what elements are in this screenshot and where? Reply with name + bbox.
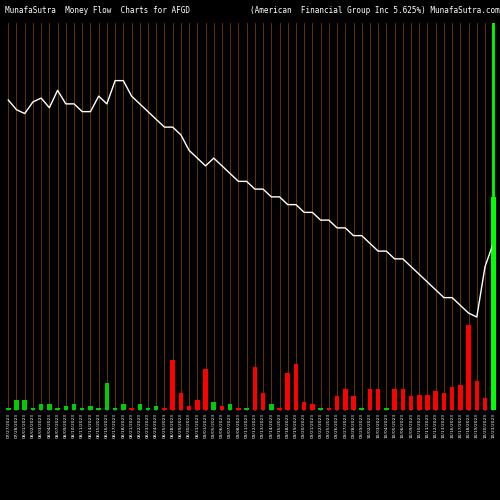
Bar — [138, 404, 142, 410]
Bar — [195, 400, 200, 410]
Bar — [64, 406, 68, 410]
Bar — [360, 408, 364, 410]
Bar — [294, 364, 298, 410]
Bar — [384, 408, 388, 410]
Bar — [236, 408, 240, 410]
Bar — [450, 387, 454, 410]
Bar — [335, 396, 340, 410]
Bar — [130, 408, 134, 410]
Bar — [154, 406, 158, 410]
Bar — [80, 408, 84, 410]
Bar — [72, 404, 76, 410]
Bar — [474, 381, 479, 410]
Bar — [409, 396, 414, 410]
Bar — [286, 373, 290, 410]
Text: (American  Financial Group Inc 5.625%) MunafaSutra.com: (American Financial Group Inc 5.625%) Mu… — [250, 6, 500, 15]
Bar — [269, 404, 274, 410]
Bar — [96, 408, 101, 410]
Bar — [483, 398, 488, 410]
Bar — [104, 383, 109, 410]
Bar — [376, 388, 380, 410]
Bar — [302, 402, 306, 410]
Bar — [178, 392, 183, 410]
Bar — [434, 390, 438, 410]
Bar — [212, 402, 216, 410]
Bar — [88, 406, 92, 410]
Bar — [228, 404, 232, 410]
Bar — [244, 408, 249, 410]
Bar — [466, 325, 471, 410]
Bar — [146, 408, 150, 410]
Bar — [113, 408, 117, 410]
Bar — [14, 400, 18, 410]
Bar — [6, 408, 10, 410]
Bar — [458, 385, 462, 410]
Bar — [351, 396, 356, 410]
Bar — [261, 392, 266, 410]
Bar — [121, 404, 126, 410]
Bar — [56, 408, 60, 410]
Bar — [392, 388, 397, 410]
Bar — [252, 368, 257, 410]
Bar — [47, 404, 52, 410]
Bar — [30, 408, 35, 410]
Bar — [162, 408, 166, 410]
Bar — [343, 388, 347, 410]
Bar — [187, 406, 192, 410]
Bar — [425, 394, 430, 410]
Bar — [220, 406, 224, 410]
Bar — [39, 404, 44, 410]
Bar — [400, 388, 405, 410]
Bar — [278, 408, 282, 410]
Bar — [318, 408, 323, 410]
Bar — [368, 388, 372, 410]
Bar — [22, 400, 27, 410]
Bar — [417, 394, 422, 410]
Bar — [326, 408, 331, 410]
Bar — [204, 370, 208, 410]
Bar — [491, 197, 496, 410]
Bar — [442, 392, 446, 410]
Bar — [170, 360, 175, 410]
Bar — [310, 404, 314, 410]
Text: MunafaSutra  Money Flow  Charts for AFGD: MunafaSutra Money Flow Charts for AFGD — [5, 6, 190, 15]
